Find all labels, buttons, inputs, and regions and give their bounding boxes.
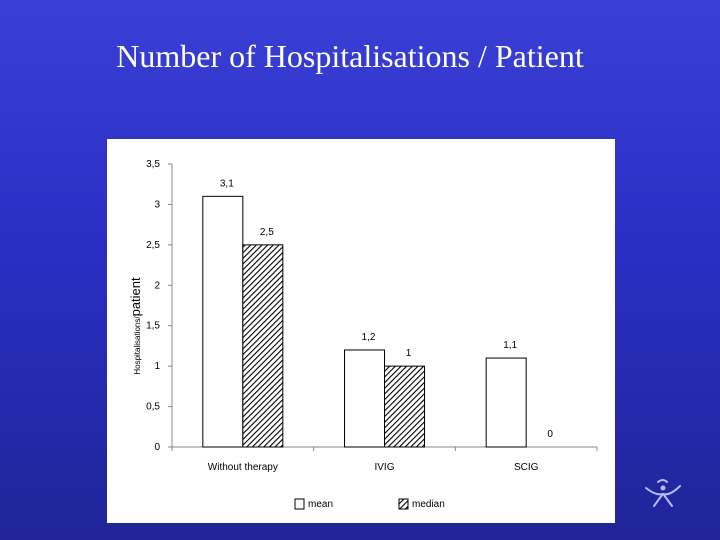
legend-swatch-median [398,498,409,510]
chart-panel: 0 0,5 1 1,5 2 2,5 3 3,5 Without therapy IVIG SCIG … [107,139,615,523]
y-axis-label-main: Hospitalisations/ [133,316,142,375]
legend: mean median [294,498,445,510]
legend-label-median: median [412,499,445,510]
y-axis-label: Hospitalisations/patient [128,277,143,375]
data-label-mean-0: 3,1 [220,178,234,189]
y-axis-label-tail: patient [128,277,143,316]
data-label-mean-2: 1,1 [503,340,517,351]
y-tick-label: 1 [154,361,160,372]
x-tick-label: Without therapy [208,462,278,473]
bar-median-0 [242,244,284,448]
y-tick-label: 3 [154,199,160,210]
x-tick-label: IVIG [374,462,394,473]
data-label-median-1: 1 [406,348,412,359]
y-tick-label: 0 [154,442,160,453]
slide-title: Number of Hospitalisations / Patient [116,38,584,74]
y-tick-label: 3,5 [146,159,160,170]
bar-median-1 [384,365,425,448]
y-tick-label: 1,5 [146,321,160,332]
y-tick-label: 2,5 [146,240,160,251]
data-label-median-0: 2,5 [260,227,274,238]
y-tick-label: 2 [154,280,160,291]
bar-mean-1 [344,349,385,448]
bar-mean-2 [485,357,527,448]
legend-swatch-mean [294,498,305,510]
bar-mean-0 [202,195,244,448]
labels: 3,1 2,5 1,2 1 1,1 0 [220,178,554,440]
x-tick-label: SCIG [514,462,539,473]
logo-icon [645,479,681,507]
bars [202,195,527,448]
legend-label-mean: mean [308,499,333,510]
y-tick-label: 0,5 [146,402,160,413]
data-label-median-2: 0 [547,429,553,440]
data-label-mean-1: 1,2 [362,332,376,343]
